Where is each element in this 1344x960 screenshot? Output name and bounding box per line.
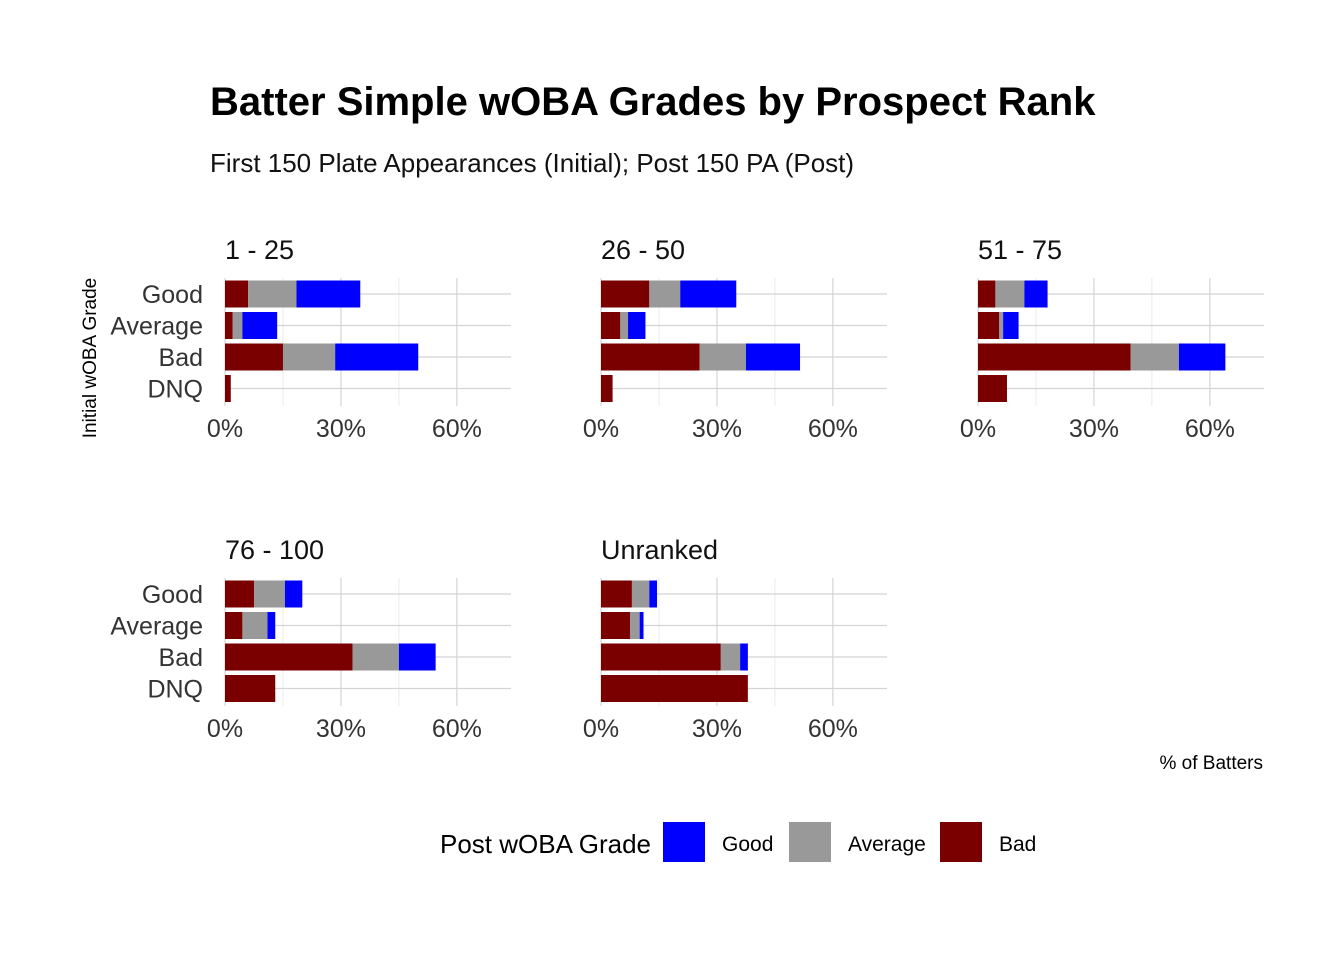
bar-segment <box>284 580 303 608</box>
bar-segment <box>601 580 632 608</box>
x-tick-label: 30% <box>1069 415 1119 443</box>
x-tick-label: 30% <box>692 415 742 443</box>
bar-segment <box>242 612 268 639</box>
bar-segment <box>601 675 748 702</box>
bar-segment <box>601 643 721 671</box>
bar-segment <box>620 312 629 339</box>
x-tick-label: 60% <box>432 715 482 743</box>
x-tick-label: 60% <box>1185 415 1235 443</box>
bar-segment <box>1024 280 1048 308</box>
bar-segment <box>995 280 1025 308</box>
facet-strip-label: 51 - 75 <box>978 235 1062 265</box>
bar-segment <box>680 280 737 308</box>
legend-key <box>789 822 831 862</box>
chart-subtitle: First 150 Plate Appearances (Initial); P… <box>210 148 854 178</box>
bar-segment <box>601 280 650 308</box>
y-tick-label: DNQ <box>147 376 203 404</box>
bar-segment <box>978 312 1000 339</box>
bar-segment <box>225 375 231 402</box>
bar-segment <box>1178 343 1226 371</box>
bar-segment <box>1130 343 1179 371</box>
legend-label: Good <box>722 833 773 856</box>
bar-segment <box>296 280 361 308</box>
legend-label: Average <box>848 833 926 856</box>
bar-segment <box>267 612 276 639</box>
bar-segment <box>629 612 640 639</box>
bar-segment <box>978 375 1007 402</box>
bar-segment <box>1003 312 1019 339</box>
x-tick-label: 30% <box>316 715 366 743</box>
bar-segment <box>398 643 436 671</box>
legend-key <box>940 822 982 862</box>
bar-segment <box>649 580 658 608</box>
legend-key <box>663 822 705 862</box>
x-tick-label: 0% <box>960 415 996 443</box>
bar-segment <box>225 612 243 639</box>
bar-segment <box>242 312 278 339</box>
bar-segment <box>631 580 650 608</box>
bar-segment <box>740 643 748 671</box>
facet-strip-label: 26 - 50 <box>601 235 685 265</box>
bar-segment <box>601 312 621 339</box>
chart-title: Batter Simple wOBA Grades by Prospect Ra… <box>210 80 1096 124</box>
y-tick-label: Average <box>110 313 203 341</box>
bar-segment <box>225 280 249 308</box>
bar-segment <box>225 643 353 671</box>
y-tick-label: DNQ <box>147 676 203 704</box>
x-tick-label: 0% <box>583 715 619 743</box>
bar-segment <box>745 343 801 371</box>
y-tick-label: Average <box>110 613 203 641</box>
bar-segment <box>628 312 646 339</box>
x-axis-label: % of Batters <box>1160 753 1264 774</box>
bar-segment <box>232 312 243 339</box>
bar-segment <box>282 343 336 371</box>
x-tick-label: 60% <box>808 715 858 743</box>
legend-label: Bad <box>999 833 1036 856</box>
bar-segment <box>601 375 613 402</box>
facet-strip-label: 76 - 100 <box>225 535 324 565</box>
y-tick-label: Bad <box>159 344 203 372</box>
bar-segment <box>649 280 681 308</box>
facet-panel: 51 - 75 0% 30% 60% <box>960 235 1264 443</box>
facet-strip-label: 1 - 25 <box>225 235 294 265</box>
bar-segment <box>720 643 741 671</box>
legend-title: Post wOBA Grade <box>440 829 651 859</box>
bar-segment <box>699 343 746 371</box>
bar-segment <box>999 312 1004 339</box>
facet-strip-label: Unranked <box>601 535 718 565</box>
bar-segment <box>978 343 1131 371</box>
x-tick-label: 30% <box>316 415 366 443</box>
x-tick-label: 60% <box>432 415 482 443</box>
bar-segment <box>352 643 399 671</box>
facet-panel: Unranked 0% 30% 60% <box>583 535 887 743</box>
y-tick-label: Good <box>142 281 203 309</box>
x-tick-label: 0% <box>207 415 243 443</box>
bar-segment <box>225 343 283 371</box>
facet-panel: 26 - 50 0% 30% 60% <box>583 235 887 443</box>
bar-segment <box>253 580 285 608</box>
bar-segment <box>225 675 276 702</box>
bar-segment <box>601 343 700 371</box>
y-tick-label: Good <box>142 581 203 609</box>
x-tick-label: 30% <box>692 715 742 743</box>
x-tick-label: 0% <box>207 715 243 743</box>
bar-segment <box>225 312 233 339</box>
bar-segment <box>978 280 996 308</box>
bar-segment <box>225 580 254 608</box>
bar-segment <box>639 612 644 639</box>
y-axis-label: Initial wOBA Grade <box>80 278 101 439</box>
bar-segment <box>601 612 630 639</box>
bar-segment <box>248 280 297 308</box>
legend: Post wOBA Grade Good Average Bad <box>440 822 1036 862</box>
x-tick-label: 0% <box>583 415 619 443</box>
x-tick-label: 60% <box>808 415 858 443</box>
y-tick-label: Bad <box>159 644 203 672</box>
bar-segment <box>335 343 419 371</box>
